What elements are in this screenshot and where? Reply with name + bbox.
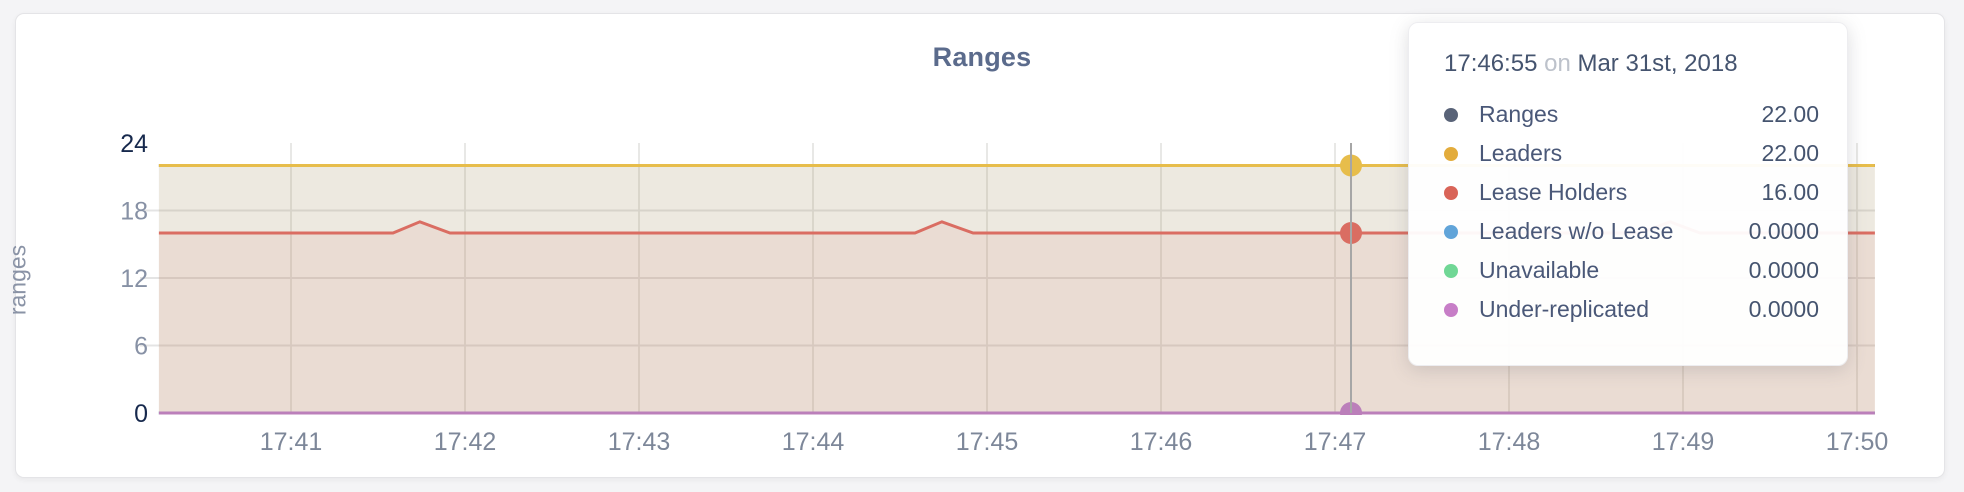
tooltip-rows: Ranges 22.00 Leaders 22.00 Lease Holders 16.0… [1444,95,1819,329]
svg-text:17:47: 17:47 [1304,428,1367,456]
series-value: 22.00 [1761,101,1819,127]
tooltip-row: Ranges 22.00 [1444,95,1819,134]
series-label: Unavailable [1479,257,1600,283]
svg-text:24: 24 [120,130,148,158]
series-color-dot-icon [1444,185,1458,200]
svg-text:6: 6 [134,333,148,361]
tooltip-row: Lease Holders 16.00 [1444,173,1819,212]
svg-text:17:45: 17:45 [956,428,1019,456]
series-color-dot-icon [1444,224,1458,239]
axis-labels: 0 6 12 18 24 17:41 17:42 17:43 17:44 17:45 17:46 17… [120,130,1888,456]
svg-text:17:48: 17:48 [1478,428,1541,456]
series-label: Lease Holders [1479,179,1628,205]
tooltip-date: Mar 31st, 2018 [1577,50,1738,77]
tooltip-row: Leaders 22.00 [1444,134,1819,173]
tooltip-row: Under-replicated 0.0000 [1444,290,1819,329]
series-color-dot-icon [1444,146,1458,161]
tooltip-row: Unavailable 0.0000 [1444,251,1819,290]
tooltip-header: 17:46:55 on Mar 31st, 2018 [1444,50,1819,78]
svg-text:12: 12 [120,265,148,293]
tooltip-time: 17:46:55 [1444,50,1538,77]
series-label: Under-replicated [1479,296,1650,322]
tooltip-conjunction: on [1544,50,1571,77]
svg-text:17:50: 17:50 [1826,428,1889,456]
series-label: Leaders w/o Lease [1479,218,1674,244]
series-value: 16.00 [1761,179,1819,205]
series-value: 0.0000 [1748,296,1819,322]
series-color-dot-icon [1444,107,1458,122]
tooltip-row: Leaders w/o Lease 0.0000 [1444,212,1819,251]
series-label: Leaders [1479,140,1563,166]
svg-text:17:49: 17:49 [1652,428,1715,456]
series-label: Ranges [1479,101,1559,127]
svg-text:17:42: 17:42 [434,428,497,456]
svg-text:17:41: 17:41 [260,428,323,456]
chart-title: Ranges [932,42,1032,72]
svg-text:17:44: 17:44 [782,428,845,456]
svg-text:0: 0 [134,400,148,428]
svg-text:18: 18 [120,198,148,226]
hover-marker [1340,143,1363,415]
svg-text:17:46: 17:46 [1130,428,1193,456]
series-value: 22.00 [1761,140,1819,166]
series-color-dot-icon [1444,263,1458,278]
series-color-dot-icon [1444,302,1458,317]
hover-tooltip: 17:46:55 on Mar 31st, 2018 Ranges 22.00 Le… [1408,22,1848,366]
series-value: 0.0000 [1748,257,1819,283]
series-value: 0.0000 [1748,218,1819,244]
svg-text:17:43: 17:43 [608,428,671,456]
